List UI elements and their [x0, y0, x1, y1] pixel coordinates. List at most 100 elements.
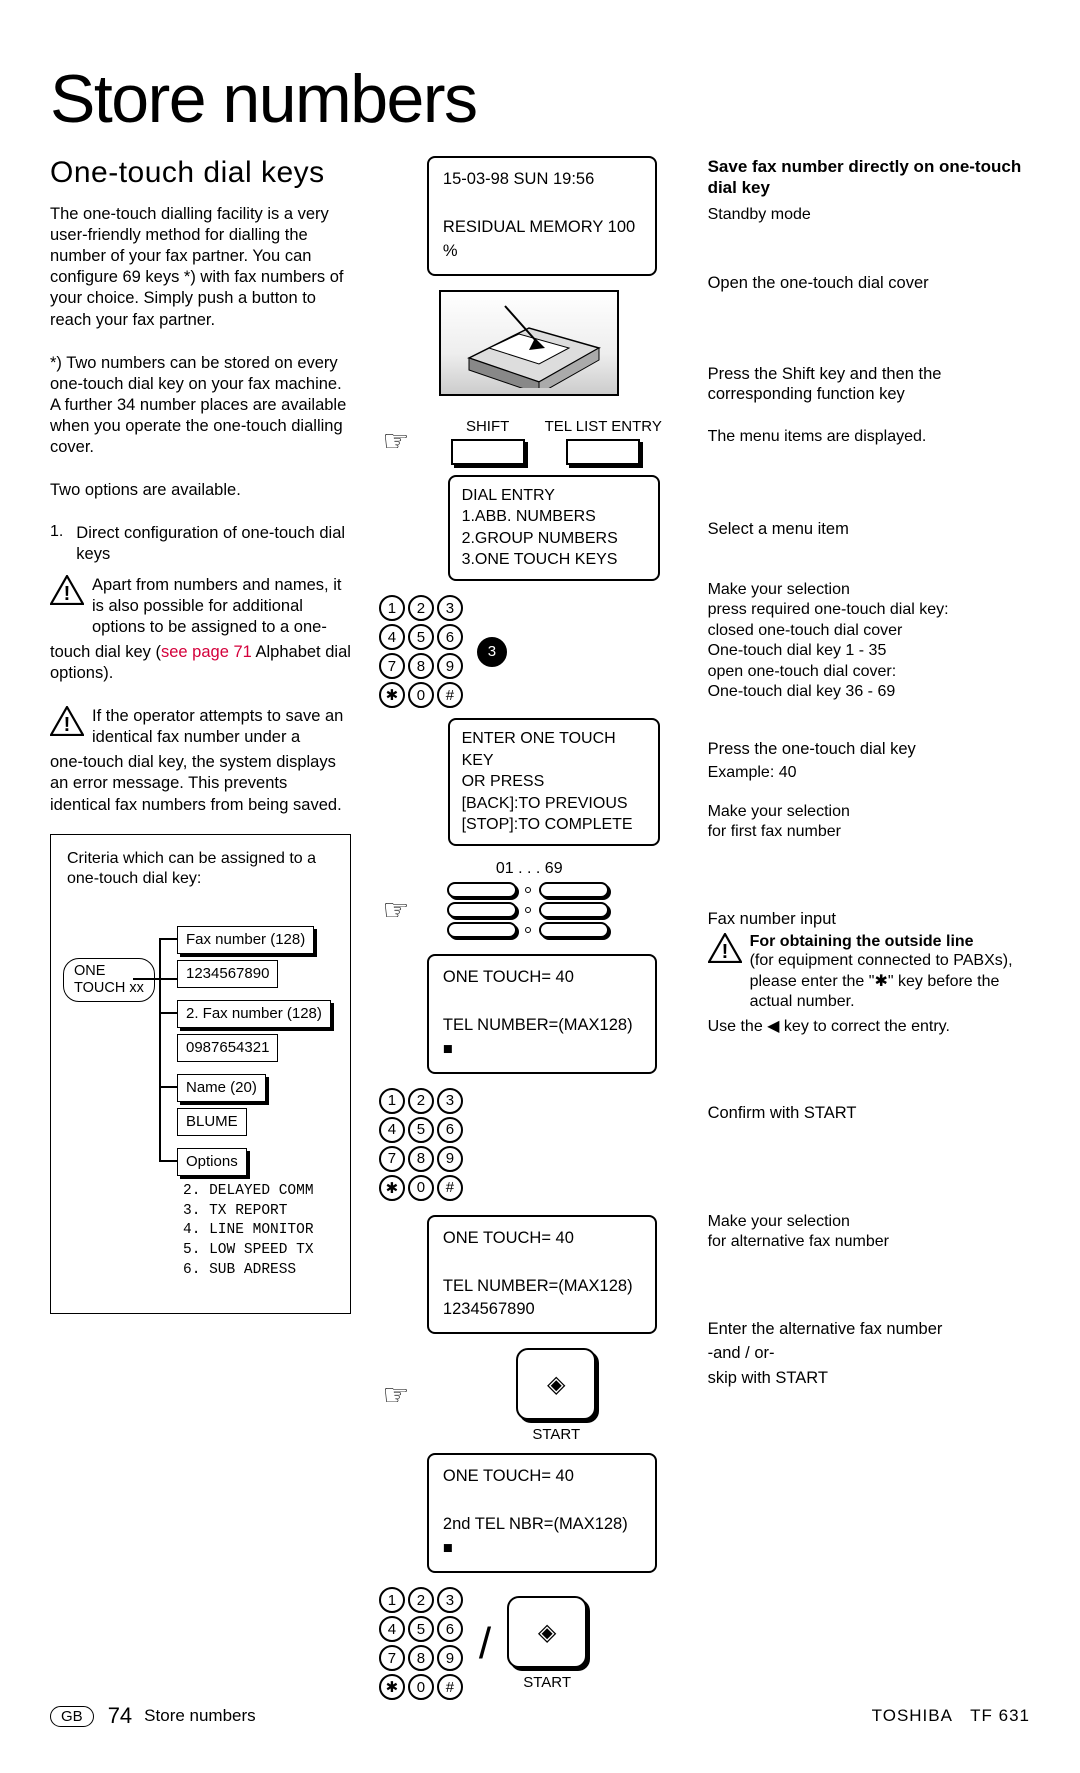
page-link[interactable]: see page 71	[161, 643, 252, 661]
right-column: Save fax number directly on one-touch di…	[708, 156, 1030, 1393]
keypad-key[interactable]: #	[437, 1674, 463, 1700]
gb-badge: GB	[50, 1706, 94, 1727]
menu-displayed-note: The menu items are displayed.	[708, 427, 1030, 447]
menu-enter-key: ENTER ONE TOUCH KEY OR PRESS [BACK]:TO P…	[448, 718, 660, 846]
svg-text:!: !	[64, 583, 71, 605]
lcd-onetouch-3: ONE TOUCH= 40 2nd TEL NBR=(MAX128) ■	[427, 1453, 657, 1573]
keypad-key[interactable]: 5	[408, 624, 434, 650]
shift-label: SHIFT	[466, 418, 509, 435]
first-sel: for first fax number	[708, 822, 1030, 842]
keypad[interactable]: 123 456 789 ✱0#	[379, 1088, 686, 1201]
keypad-key[interactable]: 1	[379, 1088, 405, 1114]
keypad-key[interactable]: #	[437, 682, 463, 708]
footer-section: Store numbers	[144, 1706, 256, 1726]
fax2-value-box: 0987654321	[177, 1034, 278, 1062]
slash: /	[479, 1619, 491, 1669]
keypad-key[interactable]: 6	[437, 1616, 463, 1642]
star-note: *) Two numbers can be stored on every on…	[50, 353, 351, 459]
keypad-key[interactable]: 9	[437, 1146, 463, 1172]
keypad-key[interactable]: 2	[408, 1587, 434, 1613]
keypad-key[interactable]: 3	[437, 1088, 463, 1114]
intro-para: The one-touch dialling facility is a ver…	[50, 204, 351, 331]
pointing-hand-icon: ☞	[373, 893, 419, 928]
keypad-key[interactable]: ✱	[379, 682, 405, 708]
options-label-box: Options	[177, 1148, 247, 1176]
one-touch-key-slot[interactable]	[447, 882, 609, 898]
outside-line-body: (for equipment connected to PABXs), plea…	[750, 951, 1030, 1012]
left-column: One-touch dial keys The one-touch dialli…	[50, 156, 351, 1314]
keypad-key[interactable]: 4	[379, 624, 405, 650]
one-touch-key-slot[interactable]	[447, 922, 609, 938]
shift-key[interactable]	[451, 439, 525, 465]
keypad-key[interactable]: 1	[379, 595, 405, 621]
key-3-selected[interactable]: 3	[477, 637, 507, 667]
step-press-key: Press the one-touch dial key	[708, 739, 1030, 760]
use-arrow-note: Use the ◀ key to correct the entry.	[708, 1017, 1030, 1037]
keypad-key[interactable]: ✱	[379, 1175, 405, 1201]
middle-column: 15-03-98 SUN 19:56 RESIDUAL MEMORY 100 %…	[373, 156, 686, 1700]
keypad-key[interactable]: 1	[379, 1587, 405, 1613]
lcd-standby: 15-03-98 SUN 19:56 RESIDUAL MEMORY 100 %	[427, 156, 657, 276]
keypad-key[interactable]: 7	[379, 1146, 405, 1172]
step-press-shift: Press the Shift key and then the corresp…	[708, 364, 1030, 405]
tel-list-label: TEL LIST ENTRY	[545, 418, 662, 435]
keypad-key[interactable]: 0	[408, 1674, 434, 1700]
keypad-key[interactable]: 3	[437, 595, 463, 621]
page-title: Store numbers	[50, 60, 1030, 138]
keypad-key[interactable]: 7	[379, 1645, 405, 1671]
keypad-key[interactable]: 4	[379, 1616, 405, 1642]
keypad-key[interactable]: 9	[437, 653, 463, 679]
sel-line: Make your selection	[708, 580, 1030, 600]
warn1-lead: Apart from numbers and names, it is also…	[92, 575, 351, 638]
one-touch-key-slot[interactable]	[447, 902, 609, 918]
keypad-key[interactable]: ✱	[379, 1674, 405, 1700]
warn1-tail-a: touch dial key (	[50, 643, 161, 661]
pointing-hand-icon: ☞	[373, 1378, 419, 1413]
sel-line: closed one-touch dial cover	[708, 621, 1030, 641]
opt1-number: 1.	[50, 523, 64, 568]
brand: TOSHIBA	[872, 1706, 953, 1725]
keypad-key[interactable]: 8	[408, 1645, 434, 1671]
right-heading: Save fax number directly on one-touch di…	[708, 156, 1030, 199]
name-label-box: Name (20)	[177, 1074, 266, 1102]
options-list: 2. DELAYED COMM 3. TX REPORT 4. LINE MON…	[183, 1182, 314, 1280]
fax-illustration	[439, 290, 619, 396]
warn2-lead: If the operator attempts to save an iden…	[92, 706, 351, 748]
confirm-start: Confirm with START	[708, 1103, 1030, 1124]
opt1-heading: Direct configuration of one-touch dial k…	[76, 523, 351, 564]
keypad-key[interactable]: 6	[437, 1117, 463, 1143]
standby-label: Standby mode	[708, 205, 1030, 225]
sel-line: open one-touch dial cover:	[708, 662, 1030, 682]
keypad-key[interactable]: 7	[379, 653, 405, 679]
lcd-onetouch-1: ONE TOUCH= 40 TEL NUMBER=(MAX128) ■	[427, 954, 657, 1074]
start-label: START	[523, 1674, 571, 1691]
keypad-key[interactable]: 6	[437, 624, 463, 650]
keypad-key[interactable]: 5	[408, 1117, 434, 1143]
keypad-key[interactable]: 0	[408, 1175, 434, 1201]
keypad-key[interactable]: 0	[408, 682, 434, 708]
two-options: Two options are available.	[50, 480, 351, 501]
start-button[interactable]: ◈	[507, 1596, 587, 1668]
keypad[interactable]: 123 456 789 ✱0#	[379, 1587, 463, 1700]
pointing-hand-icon: ☞	[373, 424, 419, 459]
subtitle: One-touch dial keys	[50, 156, 351, 190]
tel-list-key[interactable]	[566, 439, 640, 465]
keypad-key[interactable]: 2	[408, 1088, 434, 1114]
model: TF 631	[970, 1706, 1030, 1725]
start-label: START	[532, 1426, 580, 1443]
keypad-key[interactable]: #	[437, 1175, 463, 1201]
keypad[interactable]: 123 456 789 ✱0#	[379, 595, 463, 708]
keypad-key[interactable]: 8	[408, 653, 434, 679]
lcd-onetouch-2: ONE TOUCH= 40 TEL NUMBER=(MAX128) 123456…	[427, 1215, 657, 1335]
keypad-key[interactable]: 3	[437, 1587, 463, 1613]
svg-text:!: !	[721, 941, 728, 963]
keypad-key[interactable]: 4	[379, 1117, 405, 1143]
criteria-intro: Criteria which can be assigned to a one-…	[67, 849, 334, 891]
fax2-label-box: 2. Fax number (128)	[177, 1000, 331, 1028]
keypad-key[interactable]: 9	[437, 1645, 463, 1671]
keypad-key[interactable]: 8	[408, 1146, 434, 1172]
keypad-key[interactable]: 5	[408, 1616, 434, 1642]
svg-text:!: !	[64, 714, 71, 736]
keypad-key[interactable]: 2	[408, 595, 434, 621]
start-button[interactable]: ◈	[516, 1348, 596, 1420]
